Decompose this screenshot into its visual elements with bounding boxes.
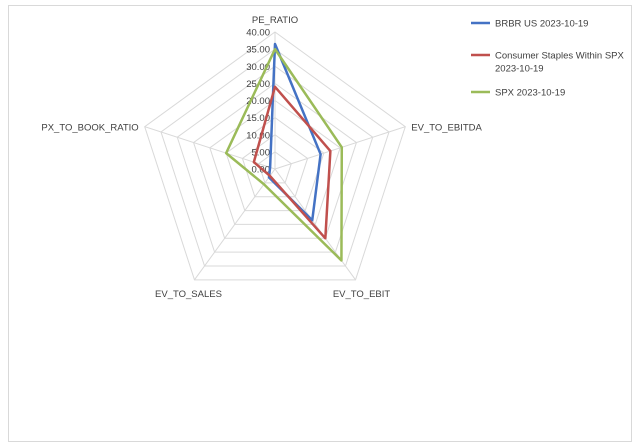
chart-frame: 0.00 5.00 10.00 15.00 20.00 25.00 30.00 35.00 40… <box>8 5 632 442</box>
grid-ring <box>192 82 358 239</box>
axis-label-pe-ratio: PE_RATIO <box>252 15 298 26</box>
axis-label-ev-to-sales: EV_TO_SALES <box>155 289 222 300</box>
tick-label: 35.00 <box>246 45 270 56</box>
axis-spoke <box>194 168 276 281</box>
tick-label: 30.00 <box>246 62 270 73</box>
axis-category-labels: PE_RATIO EV_TO_EBITDA EV_TO_EBIT EV_TO_SALE… <box>41 15 482 300</box>
tick-label: 15.00 <box>246 113 270 124</box>
grid-ring <box>160 48 390 267</box>
grid-ring <box>225 117 325 212</box>
radar-grid <box>144 31 406 281</box>
axis-label-ev-to-ebit: EV_TO_EBIT <box>333 289 391 300</box>
axis-label-px-to-book-ratio: PX_TO_BOOK_RATIO <box>41 123 138 134</box>
tick-label: 10.00 <box>246 130 270 141</box>
series-line-2 <box>252 85 332 240</box>
legend: BRBR US 2023-10-19 Consumer Staples Withi… <box>471 19 624 99</box>
series-line-3 <box>224 47 344 262</box>
legend-label-3: SPX 2023-10-19 <box>495 88 565 99</box>
legend-label-2: Consumer Staples Within SPX 2023-10-19 <box>495 51 624 75</box>
tick-label: 5.00 <box>252 147 271 158</box>
grid-ring <box>209 99 341 225</box>
series-lines <box>224 42 344 262</box>
grid-ring <box>176 65 374 253</box>
legend-label-1: BRBR US 2023-10-19 <box>495 19 588 30</box>
tick-label: 40.00 <box>246 28 270 39</box>
tick-label: 0.00 <box>252 165 271 176</box>
axis-spoke <box>274 126 406 170</box>
grid-ring <box>144 31 406 281</box>
axis-label-ev-to-ebitda: EV_TO_EBITDA <box>411 123 482 134</box>
radar-chart: 0.005.0010.0015.0020.0025.0030.0035.0040… <box>41 15 624 300</box>
tick-label: 20.00 <box>246 96 270 107</box>
